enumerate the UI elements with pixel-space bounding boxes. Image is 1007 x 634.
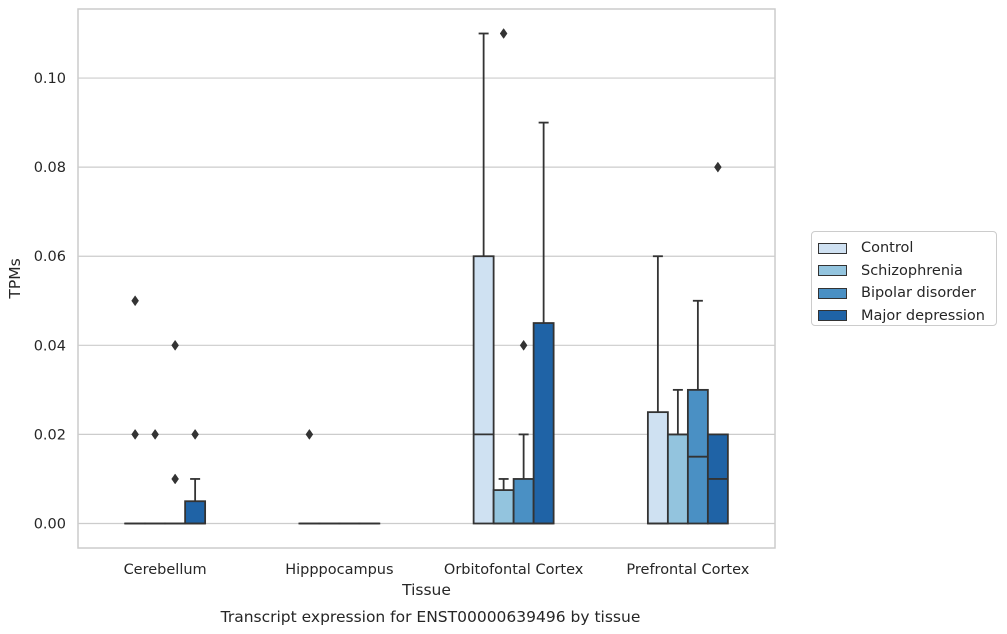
x-tick-label: Orbitofontal Cortex <box>444 562 584 578</box>
outlier-point <box>191 428 199 440</box>
legend-label: Schizophrenia <box>861 262 963 279</box>
y-tick-label: 0.00 <box>34 517 66 533</box>
box <box>512 478 535 525</box>
legend-swatch <box>818 310 847 322</box>
legend-label: Control <box>861 240 914 257</box>
y-tick-label: 0.10 <box>34 71 66 87</box>
legend-swatch <box>818 242 847 254</box>
x-tick-label: Hipppocampus <box>285 562 393 578</box>
x-tick-label: Prefrontal Cortex <box>626 562 749 578</box>
box <box>646 411 669 525</box>
chart-caption: Transcript expression for ENST0000063949… <box>220 608 641 626</box>
x-axis-label: Tissue <box>401 581 451 599</box>
outlier-point <box>171 473 179 485</box>
legend-label: Major depression <box>861 307 985 324</box>
x-tick-label: Cerebellum <box>124 562 207 578</box>
legend-item: Schizophrenia <box>818 260 996 283</box>
box <box>666 433 689 525</box>
legend: Control Schizophrenia Bipolar disorder Majo… <box>811 231 997 326</box>
outlier-point <box>131 295 139 307</box>
y-tick-label: 0.06 <box>34 249 66 265</box>
box <box>184 500 207 525</box>
y-tick-label: 0.04 <box>34 338 66 354</box>
legend-label: Bipolar disorder <box>861 285 976 302</box>
outlier-point <box>519 339 528 351</box>
y-tick-label: 0.08 <box>34 160 66 176</box>
legend-item: Major depression <box>818 305 996 328</box>
legend-item: Control <box>818 237 996 260</box>
outlier-point <box>714 161 722 173</box>
legend-swatch <box>818 265 847 277</box>
outlier-point <box>151 428 159 440</box>
outlier-point <box>499 28 508 39</box>
box <box>492 489 515 525</box>
legend-swatch <box>818 287 847 299</box>
box <box>532 322 555 525</box>
legend-item: Bipolar disorder <box>818 282 996 305</box>
y-tick-label: 0.02 <box>34 427 66 443</box>
y-axis-label: TPMs <box>6 258 24 299</box>
outlier-point <box>171 339 179 351</box>
outlier-point <box>305 428 314 440</box>
plot-frame <box>77 8 776 549</box>
outlier-point <box>131 428 139 440</box>
box <box>472 255 495 525</box>
